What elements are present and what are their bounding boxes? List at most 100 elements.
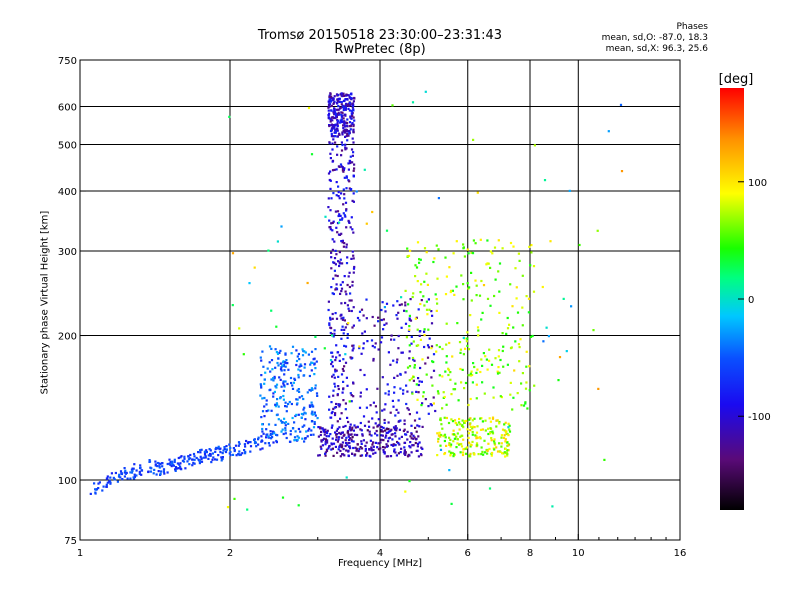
echo-point	[399, 387, 402, 390]
echo-point	[337, 191, 340, 194]
echo-point	[366, 452, 369, 455]
echo-point	[331, 142, 334, 145]
echo-point	[351, 349, 354, 352]
echo-point	[302, 413, 305, 416]
echo-point	[270, 378, 273, 381]
echo-point	[372, 359, 375, 362]
echo-point	[359, 391, 362, 394]
y-tick-label: 600	[58, 103, 77, 114]
echo-point	[481, 311, 484, 314]
echo-point	[347, 322, 350, 325]
y-tick-label: 400	[58, 187, 77, 198]
echo-point	[324, 215, 327, 218]
echo-point	[482, 453, 485, 456]
echo-point	[106, 481, 109, 484]
echo-point	[289, 376, 293, 380]
colorbar-tick-label: 0	[748, 295, 754, 306]
echo-point	[343, 193, 346, 196]
echo-point	[135, 469, 138, 472]
echo-point	[353, 433, 356, 436]
echo-point	[396, 440, 399, 444]
echo-point	[263, 378, 266, 381]
echo-point	[607, 130, 610, 133]
echo-point	[97, 482, 100, 485]
echo-point	[341, 325, 344, 328]
echo-point	[329, 152, 332, 155]
echo-point	[269, 433, 272, 437]
echo-point	[468, 418, 471, 421]
echo-point	[358, 447, 361, 450]
echo-point	[439, 433, 443, 437]
echo-point	[423, 328, 426, 331]
echo-point	[338, 436, 341, 439]
echo-point	[370, 339, 374, 342]
echo-point	[294, 430, 297, 433]
echo-point	[333, 329, 336, 332]
echo-point	[346, 118, 349, 121]
echo-point	[385, 443, 388, 446]
echo-point	[354, 453, 357, 456]
echo-point	[328, 102, 331, 105]
echo-point	[452, 429, 455, 432]
echo-point	[328, 395, 331, 398]
echo-point	[525, 350, 528, 353]
echo-point	[327, 103, 331, 106]
echo-point	[105, 485, 108, 488]
echo-point	[97, 487, 100, 490]
echo-point	[261, 430, 264, 433]
echo-point	[456, 322, 459, 325]
echo-point	[416, 280, 419, 283]
echo-point	[368, 430, 371, 433]
echo-point	[354, 426, 357, 429]
echo-point	[329, 179, 332, 182]
echo-point	[248, 282, 251, 285]
echo-point	[489, 420, 492, 423]
echo-point	[337, 403, 340, 406]
echo-point	[314, 348, 317, 351]
phase-stats-heading: Phases	[676, 22, 708, 32]
echo-point	[298, 365, 301, 368]
echo-point	[596, 229, 599, 232]
echo-point	[154, 463, 157, 466]
echo-point	[193, 462, 196, 465]
echo-point	[255, 445, 258, 448]
echo-point	[333, 257, 337, 260]
echo-point	[129, 471, 132, 474]
echo-point	[195, 456, 198, 460]
echo-point	[270, 359, 274, 362]
echo-point	[277, 357, 280, 360]
echo-point	[392, 405, 395, 408]
echo-point	[359, 454, 362, 457]
echo-point	[485, 358, 488, 361]
echo-point	[506, 316, 509, 320]
echo-point	[105, 483, 108, 486]
echo-point	[463, 421, 466, 424]
echo-point	[408, 357, 411, 360]
echo-point	[314, 387, 317, 390]
echo-point	[360, 440, 363, 443]
echo-point	[342, 108, 345, 112]
echo-point	[313, 357, 316, 360]
echo-point	[268, 389, 271, 392]
echo-point	[427, 412, 430, 415]
echo-point	[193, 458, 196, 461]
echo-point	[451, 289, 454, 292]
echo-point	[382, 328, 385, 331]
echo-point	[346, 139, 349, 142]
echo-point	[408, 454, 411, 457]
echo-point	[498, 262, 502, 265]
echo-point	[253, 438, 256, 442]
echo-point	[329, 433, 332, 436]
echo-point	[338, 264, 341, 268]
echo-point	[500, 436, 503, 439]
echo-point	[339, 93, 342, 96]
echo-point	[452, 455, 455, 458]
echo-point	[156, 461, 159, 465]
echo-point	[400, 296, 403, 299]
echo-point	[419, 291, 422, 294]
echo-point	[332, 407, 335, 410]
echo-point	[346, 256, 349, 259]
echo-point	[404, 371, 407, 374]
echo-point	[341, 445, 344, 448]
